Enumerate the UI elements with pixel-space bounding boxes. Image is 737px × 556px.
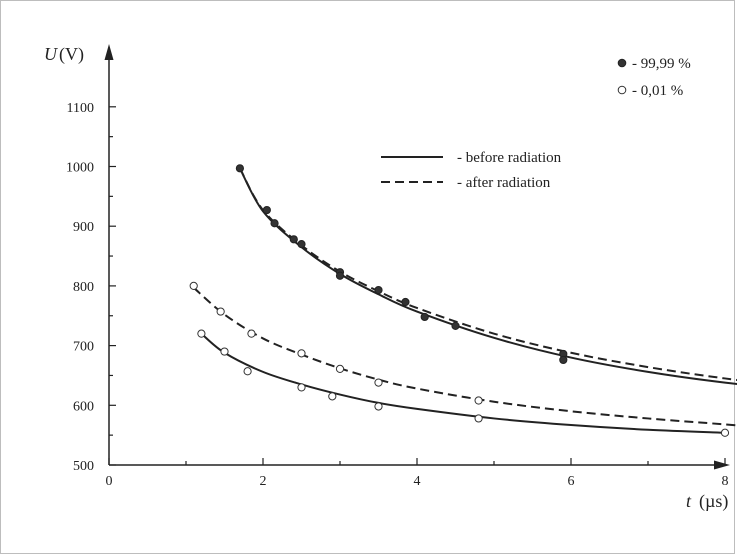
data-point-open: [243, 367, 252, 376]
legend-label-0-01: - 0,01 %: [632, 83, 683, 99]
legend-label-after: - after radiation: [457, 175, 551, 191]
before-radiation-curve: [239, 167, 737, 385]
data-point-filled: [297, 240, 306, 249]
data-point-filled: [235, 164, 244, 173]
data-point-filled: [289, 235, 298, 244]
x-axis-arrow: [714, 460, 730, 470]
x-tick-label: 2: [260, 474, 267, 489]
legend-label-99-99: - 99,99 %: [632, 56, 691, 72]
data-point-filled: [559, 355, 568, 365]
data-point-filled: [270, 219, 279, 228]
y-tick-label: 800: [73, 280, 94, 295]
data-point-filled: [451, 321, 460, 330]
legend-label-before: - before radiation: [457, 150, 562, 166]
x-axis-title: t (µs): [686, 491, 728, 512]
y-tick-label: 700: [73, 340, 94, 355]
y-tick-label: 500: [73, 459, 94, 474]
after-radiation-curve: [193, 286, 737, 427]
y-axis-variable: U: [44, 44, 58, 64]
x-tick-label: 0: [106, 474, 113, 489]
y-tick-label: 1000: [66, 161, 94, 176]
data-point-open: [720, 428, 730, 437]
data-point-open: [374, 378, 383, 387]
legend-open-circle: [617, 85, 627, 95]
data-point-filled: [420, 312, 429, 322]
data-points: [189, 164, 730, 437]
data-point-open: [197, 329, 206, 338]
data-point-open: [374, 402, 383, 411]
data-point-open: [297, 383, 306, 392]
marker-legend: - 99,99 % - 0,01 %: [617, 56, 691, 99]
data-point-open: [297, 349, 306, 358]
data-point-filled: [262, 205, 271, 215]
data-point-open: [189, 281, 198, 290]
x-tick-label: 6: [568, 474, 575, 489]
y-tick-label: 900: [73, 220, 94, 235]
before-radiation-curve: [200, 332, 726, 434]
data-point-open: [247, 329, 256, 338]
line-legend: - before radiation - after radiation: [381, 150, 562, 191]
data-point-open: [328, 392, 337, 401]
x-tick-label: 8: [722, 474, 729, 489]
data-point-filled: [374, 285, 383, 295]
axis-ticks: 024681050060070080090010001100: [66, 101, 729, 489]
y-tick-label: 600: [73, 399, 94, 414]
y-axis-title: U (V): [44, 44, 84, 65]
fit-curves: [193, 167, 737, 434]
y-axis-unit: (V): [59, 44, 84, 65]
data-point-open: [474, 414, 483, 423]
y-axis-arrow: [104, 44, 114, 60]
data-point-filled: [401, 297, 410, 307]
y-tick-label: 1100: [67, 101, 94, 116]
x-axis-unit: (µs): [699, 491, 728, 512]
legend-filled-circle: [617, 58, 627, 68]
data-point-open: [474, 396, 483, 405]
x-tick-label: 4: [414, 474, 421, 489]
data-point-open: [220, 347, 229, 356]
data-point-open: [216, 307, 225, 316]
x-axis-variable: t: [686, 491, 692, 511]
data-point-open: [335, 364, 345, 373]
data-point-filled: [335, 271, 345, 280]
